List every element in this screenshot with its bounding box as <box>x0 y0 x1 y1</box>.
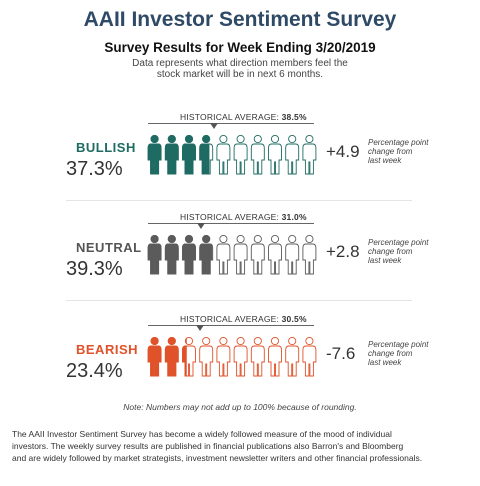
person-icon <box>250 134 265 175</box>
person-icon-row <box>147 336 317 377</box>
person-icon <box>164 234 179 275</box>
person-icon <box>250 234 265 275</box>
historical-average-prefix: HISTORICAL AVERAGE: <box>180 212 280 222</box>
person-icon <box>285 234 300 275</box>
historical-average-value: 30.5% <box>281 314 307 324</box>
historical-average-line <box>148 123 314 124</box>
weekly-change: -7.6 <box>326 344 356 363</box>
section-bearish: HISTORICAL AVERAGE: 30.5% BEARISH 23.4% … <box>0 314 480 414</box>
category-label: BULLISH <box>76 140 136 155</box>
historical-average-prefix: HISTORICAL AVERAGE: <box>180 314 280 324</box>
change-note-line: Percentage point <box>368 340 429 349</box>
historical-average: HISTORICAL AVERAGE: 31.0% <box>148 212 318 229</box>
historical-average-value: 31.0% <box>281 212 307 222</box>
description-line: stock market will be in next 6 months. <box>156 69 324 80</box>
person-icon <box>302 134 317 175</box>
change-note-line: last week <box>368 156 402 165</box>
change-note: Percentage point change from last week <box>368 138 448 165</box>
person-icon-row <box>147 134 317 175</box>
person-icon <box>182 134 196 175</box>
person-icon <box>285 134 300 175</box>
person-icon <box>216 234 231 275</box>
category-label: BEARISH <box>76 342 139 357</box>
change-note-line: change from <box>368 247 413 256</box>
section-divider <box>66 300 412 301</box>
person-icon <box>285 336 300 377</box>
historical-average-line <box>148 223 314 224</box>
page-title: AAII Investor Sentiment Survey <box>83 8 397 31</box>
person-icon <box>182 336 196 377</box>
historical-average-value: 38.5% <box>281 112 307 122</box>
historical-average-prefix: HISTORICAL AVERAGE: <box>180 112 280 122</box>
person-icon <box>268 234 282 275</box>
person-icon <box>233 234 248 275</box>
section-divider <box>66 200 412 201</box>
person-icon <box>147 336 162 377</box>
person-icon <box>147 134 162 175</box>
footer-line: and are widely followed by market strate… <box>12 453 423 463</box>
category-percent: 39.3% <box>66 258 123 280</box>
category-percent: 37.3% <box>66 158 123 180</box>
category-label: NEUTRAL <box>76 240 142 255</box>
historical-average: HISTORICAL AVERAGE: 38.5% <box>148 112 318 129</box>
footer-text: The AAII Investor Sentiment Survey has b… <box>12 428 470 464</box>
person-icon <box>199 336 214 377</box>
change-note: Percentage point change from last week <box>368 340 448 367</box>
historical-average-marker <box>197 223 206 229</box>
weekly-change: +4.9 <box>326 142 360 161</box>
person-icon <box>250 336 265 377</box>
person-icon <box>199 234 214 275</box>
category-percent: 23.4% <box>66 360 123 382</box>
person-icon <box>302 234 317 275</box>
person-icon <box>268 336 282 377</box>
description: Data represents what direction members f… <box>120 58 360 80</box>
person-icon <box>182 234 196 275</box>
person-icon <box>302 336 317 377</box>
page-subtitle: Survey Results for Week Ending 3/20/2019 <box>104 40 376 55</box>
person-icon <box>216 134 231 175</box>
section-bullish: HISTORICAL AVERAGE: 38.5% BULLISH 37.3% … <box>0 112 480 212</box>
historical-average: HISTORICAL AVERAGE: 30.5% <box>148 314 318 331</box>
change-note-line: Percentage point <box>368 238 429 247</box>
person-icon <box>233 336 248 377</box>
person-icon <box>199 134 214 175</box>
change-note-line: last week <box>368 256 402 265</box>
historical-average-line <box>148 325 314 326</box>
person-icon <box>147 234 162 275</box>
historical-average-label: HISTORICAL AVERAGE: 30.5% <box>180 314 307 324</box>
historical-average-label: HISTORICAL AVERAGE: 38.5% <box>180 112 307 122</box>
section-neutral: HISTORICAL AVERAGE: 31.0% NEUTRAL 39.3% … <box>0 212 480 312</box>
person-icon <box>268 134 282 175</box>
historical-average-label: HISTORICAL AVERAGE: 31.0% <box>180 212 307 222</box>
change-note: Percentage point change from last week <box>368 238 448 265</box>
person-icon <box>216 336 231 377</box>
footer-line: investors. The weekly survey results are… <box>12 441 404 451</box>
historical-average-marker <box>210 123 219 129</box>
person-icon <box>164 134 179 175</box>
change-note-line: change from <box>368 349 413 358</box>
description-line: Data represents what direction members f… <box>132 58 348 69</box>
person-icon <box>164 336 179 377</box>
person-icon-row <box>147 234 317 275</box>
person-icon <box>233 134 248 175</box>
historical-average-marker <box>196 325 205 331</box>
footer-line: The AAII Investor Sentiment Survey has b… <box>12 429 392 439</box>
change-note-line: last week <box>368 358 402 367</box>
change-note-line: change from <box>368 147 413 156</box>
rounding-note: Note: Numbers may not add up to 100% bec… <box>123 402 357 412</box>
change-note-line: Percentage point <box>368 138 429 147</box>
weekly-change: +2.8 <box>326 242 360 261</box>
